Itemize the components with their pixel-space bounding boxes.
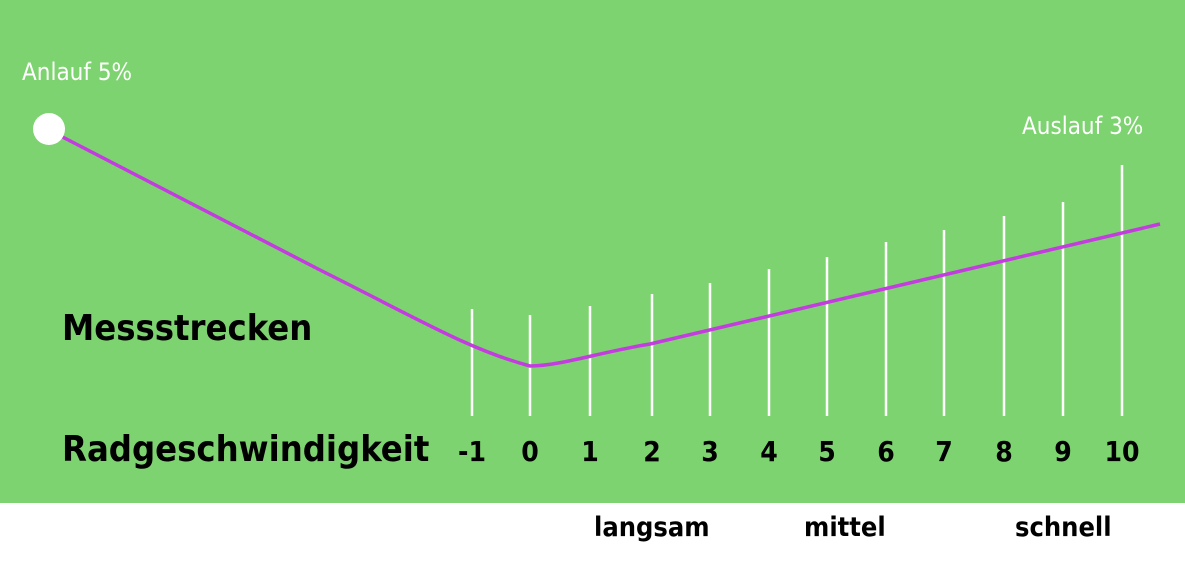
- speed-tick-label: 10: [1104, 435, 1140, 468]
- speed-tick-label: 7: [935, 435, 953, 468]
- speed-tick-label: 3: [701, 435, 719, 468]
- speed-tick-label: 4: [760, 435, 778, 468]
- speed-tick-label: 1: [581, 435, 599, 468]
- track-diagram: [33, 113, 1161, 416]
- speed-tick-label: 2: [643, 435, 661, 468]
- measurement-section-label: Messstrecken: [62, 308, 313, 349]
- wheel-speed-label: Radgeschwindigkeit: [62, 429, 430, 470]
- speed-tick-label: 6: [877, 435, 895, 468]
- speed-tick-label: 0: [521, 435, 539, 468]
- end-label: Auslauf 3%: [1022, 112, 1144, 140]
- speed-tick-label: 9: [1054, 435, 1072, 468]
- measurement-lines: [470, 165, 1124, 416]
- start-label: Anlauf 5%: [22, 58, 133, 86]
- speed-tick-label: 8: [995, 435, 1013, 468]
- speed-tick-label: 5: [818, 435, 836, 468]
- speed-tick-label: -1: [458, 435, 486, 468]
- category-fast: schnell: [1015, 512, 1112, 543]
- track-profile-curve: [48, 128, 1161, 368]
- category-slow: langsam: [594, 512, 710, 543]
- category-medium: mittel: [804, 512, 886, 543]
- start-point-marker: [33, 113, 65, 145]
- diagram-panel: Anlauf 5% Auslauf 3% Messstrecken Radges…: [0, 0, 1185, 503]
